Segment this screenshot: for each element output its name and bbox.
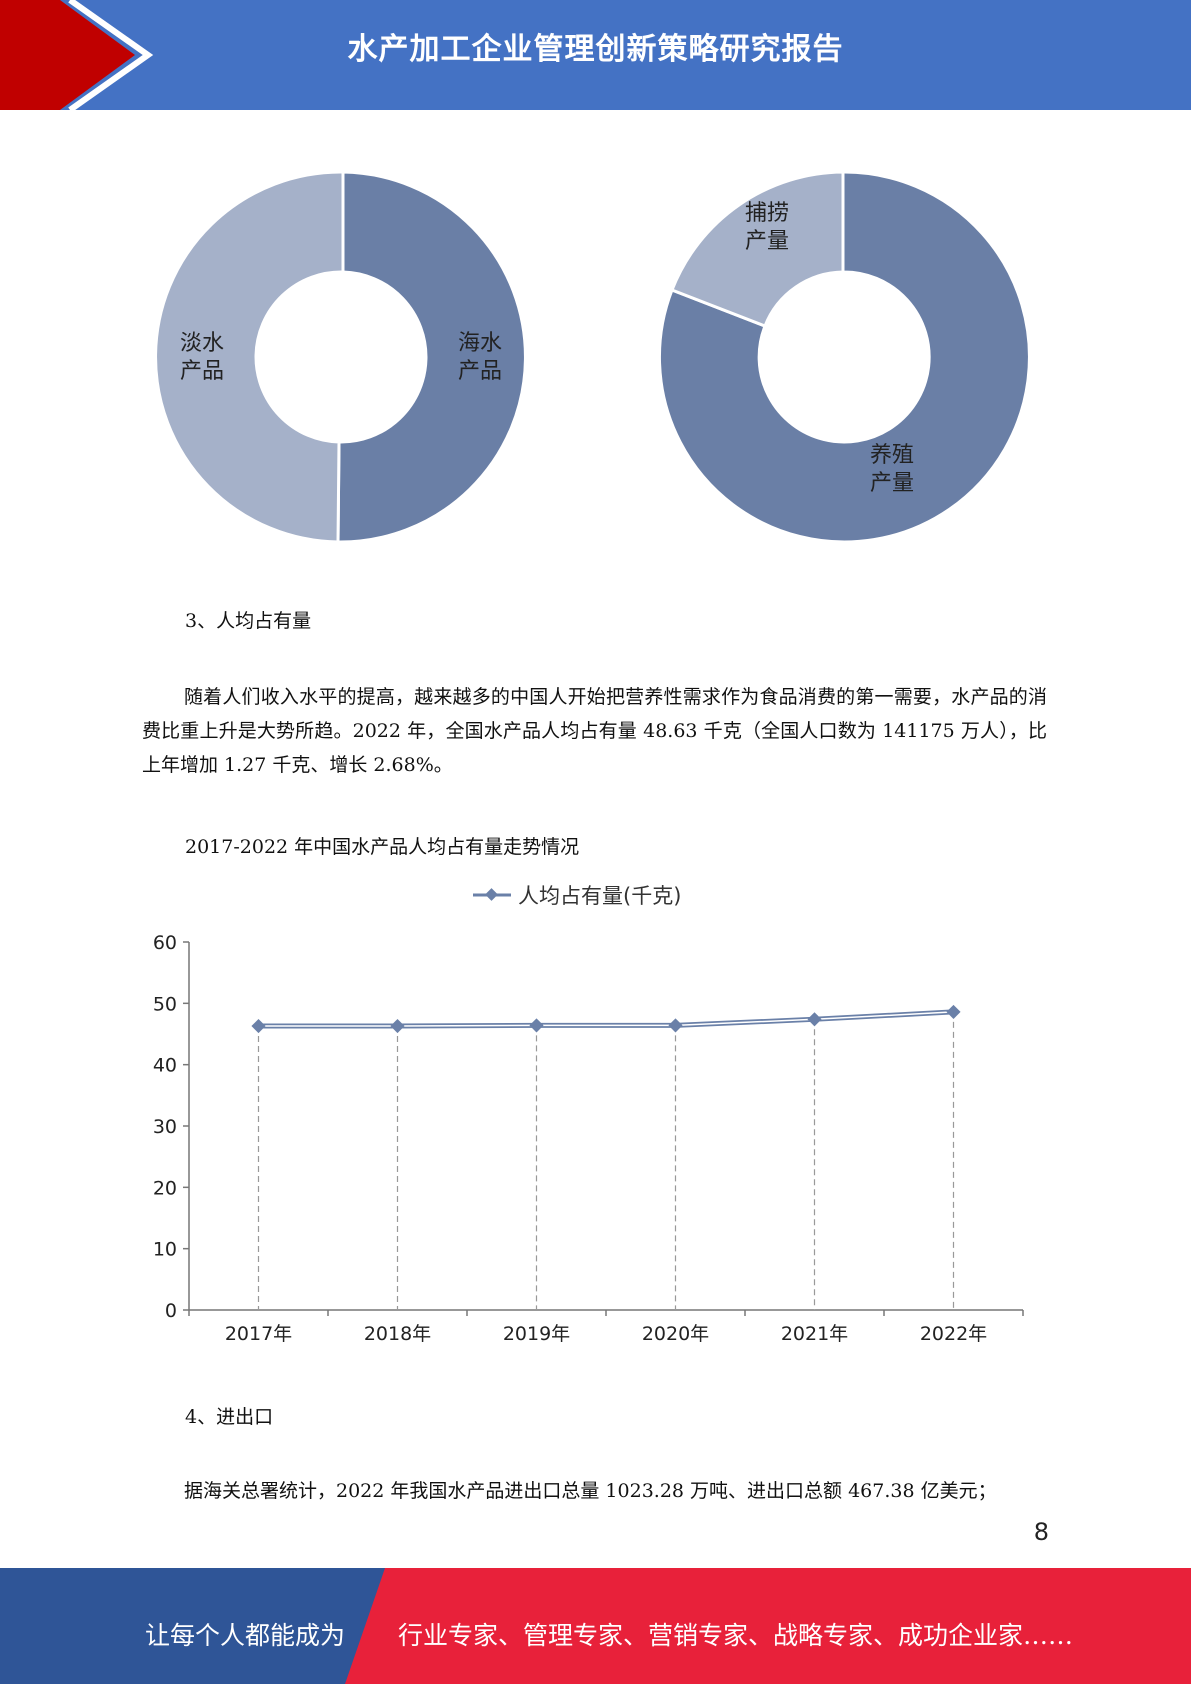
x-tick-label: 2019年: [503, 1323, 570, 1345]
legend-marker: [485, 888, 498, 901]
section4-paragraph: 据海关总署统计，2022 年我国水产品进出口总量 1023.28 万吨、进出口总…: [184, 1480, 997, 1502]
data-point-marker: [668, 1018, 683, 1033]
label-sea-line1: 海水: [458, 331, 502, 356]
series-line-outer: [258, 1009, 954, 1029]
y-tick-label: 50: [153, 993, 177, 1015]
per-capita-line-chart: 人均占有量(千克) 0 10 20 30 40 50 60 2017年 2018年 2019年 20…: [153, 884, 1024, 1345]
donut-right-slice-farm: [657, 170, 1031, 544]
chart-series: [251, 1004, 961, 1034]
section3-paragraph: 随着人们收入水平的提高，越来越多的中国人开始把营养性需求作为食品消费的第一需要，…: [142, 686, 1047, 776]
data-point-marker: [807, 1012, 822, 1027]
data-point-marker: [946, 1004, 961, 1019]
donut-right-slice-catch: [670, 170, 845, 328]
report-title: 水产加工企业管理创新策略研究报告: [347, 32, 844, 67]
label-sea-line2: 产品: [458, 359, 502, 384]
donut-left-slice-sea: [336, 170, 527, 544]
label-catch-line2: 产量: [745, 229, 789, 254]
section3-heading: 3、人均占有量: [185, 610, 312, 632]
legend-label: 人均占有量(千克): [518, 884, 681, 908]
label-fresh-line1: 淡水: [180, 331, 224, 356]
donut-left: 海水 产品 淡水 产品: [154, 170, 527, 544]
page-header: 水产加工企业管理创新策略研究报告: [0, 0, 1191, 110]
y-tick-label: 60: [153, 932, 177, 954]
footer-slogan-right: 行业专家、管理专家、营销专家、战略专家、成功企业家……: [398, 1621, 1074, 1650]
section4-heading: 4、进出口: [185, 1406, 274, 1428]
footer-slogan-left: 让每个人都能成为: [145, 1621, 346, 1650]
y-tick-label: 40: [153, 1055, 177, 1077]
footer-background: [0, 1568, 1191, 1684]
donut-charts: 海水 产品 淡水 产品 捕捞 产量 养殖 产量: [154, 170, 1031, 544]
data-point-marker: [390, 1018, 405, 1034]
donut-left-slice-fresh: [154, 170, 345, 544]
label-farm-line1: 养殖: [870, 443, 914, 468]
chart-caption: 2017-2022 年中国水产品人均占有量走势情况: [185, 836, 580, 858]
page-number: 8: [1033, 1518, 1049, 1546]
x-tick-label: 2022年: [920, 1323, 987, 1345]
x-tick-label: 2018年: [364, 1323, 431, 1345]
data-point-marker: [251, 1018, 266, 1034]
page-footer: 让每个人都能成为 行业专家、管理专家、营销专家、战略专家、成功企业家……: [0, 1568, 1191, 1684]
series-line-inner: [258, 1011, 954, 1027]
y-tick-label: 0: [165, 1300, 177, 1322]
label-catch-line1: 捕捞: [745, 201, 789, 226]
chart-drop-lines: [257, 1011, 955, 1310]
y-tick-label: 20: [153, 1177, 177, 1199]
label-farm-line2: 产量: [870, 471, 914, 496]
header-arrow-decoration: [0, 0, 154, 110]
label-fresh-line2: 产品: [180, 359, 224, 384]
x-tick-label: 2021年: [781, 1323, 848, 1345]
chart-legend: 人均占有量(千克): [473, 884, 681, 908]
y-tick-label: 10: [153, 1239, 177, 1261]
data-point-marker: [529, 1018, 544, 1033]
x-tick-label: 2017年: [225, 1323, 292, 1345]
y-tick-label: 30: [153, 1116, 177, 1138]
x-tick-label: 2020年: [642, 1323, 709, 1345]
chart-axes: 0 10 20 30 40 50 60 2017年 2018年 2019年 2020年 2021年 20…: [153, 932, 1024, 1345]
donut-right: 捕捞 产量 养殖 产量: [657, 170, 1031, 544]
